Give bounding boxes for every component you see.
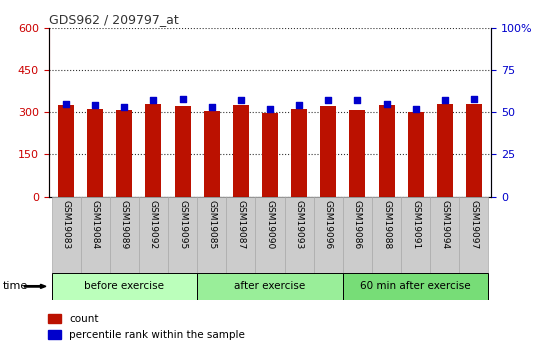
Text: GSM19085: GSM19085 [207, 200, 216, 250]
Point [237, 98, 245, 103]
Bar [174, 106, 191, 197]
Bar [408, 112, 424, 197]
Text: before exercise: before exercise [84, 282, 164, 291]
Text: 60 min after exercise: 60 min after exercise [360, 282, 471, 291]
Bar [437, 104, 453, 197]
Bar [349, 110, 366, 197]
Point [324, 98, 333, 103]
Point [62, 101, 70, 106]
Text: GSM19089: GSM19089 [120, 200, 129, 250]
Bar [51, 273, 197, 300]
Text: GSM19090: GSM19090 [266, 200, 274, 250]
Bar [139, 197, 168, 273]
Text: GSM19091: GSM19091 [411, 200, 420, 250]
Text: GDS962 / 209797_at: GDS962 / 209797_at [49, 13, 178, 27]
Text: GSM19084: GSM19084 [91, 200, 100, 249]
Bar [204, 111, 220, 197]
Point [207, 104, 216, 110]
Point [178, 96, 187, 101]
Bar [460, 197, 489, 273]
Text: GSM19088: GSM19088 [382, 200, 391, 250]
Bar [372, 197, 401, 273]
Text: GSM19096: GSM19096 [324, 200, 333, 250]
Point [149, 98, 158, 103]
Point [411, 106, 420, 111]
Text: GSM19097: GSM19097 [469, 200, 478, 250]
Text: GSM19093: GSM19093 [295, 200, 303, 250]
Point [120, 104, 129, 110]
Bar [197, 197, 226, 273]
Bar [110, 197, 139, 273]
Bar [51, 197, 80, 273]
Text: time: time [3, 282, 28, 291]
Point [266, 106, 274, 111]
Point [353, 98, 362, 103]
Point [470, 96, 478, 101]
Bar [168, 197, 197, 273]
Legend: count, percentile rank within the sample: count, percentile rank within the sample [49, 314, 245, 340]
Bar [58, 105, 74, 197]
Bar [145, 104, 161, 197]
Bar [466, 104, 482, 197]
Bar [87, 109, 103, 197]
Bar [80, 197, 110, 273]
Text: GSM19083: GSM19083 [62, 200, 71, 250]
Bar [343, 197, 372, 273]
Bar [320, 107, 336, 197]
Bar [226, 197, 255, 273]
Point [382, 101, 391, 106]
Text: GSM19087: GSM19087 [237, 200, 245, 250]
Bar [285, 197, 314, 273]
Point [295, 102, 303, 108]
Text: GSM19092: GSM19092 [149, 200, 158, 249]
Bar [197, 273, 343, 300]
Bar [255, 197, 285, 273]
Bar [233, 105, 249, 197]
Bar [116, 110, 132, 197]
Bar [314, 197, 343, 273]
Bar [291, 109, 307, 197]
Bar [379, 105, 395, 197]
Bar [343, 273, 489, 300]
Bar [401, 197, 430, 273]
Bar [262, 113, 278, 197]
Text: after exercise: after exercise [234, 282, 306, 291]
Text: GSM19095: GSM19095 [178, 200, 187, 250]
Point [441, 98, 449, 103]
Text: GSM19086: GSM19086 [353, 200, 362, 250]
Bar [430, 197, 460, 273]
Point [91, 102, 99, 108]
Text: GSM19094: GSM19094 [440, 200, 449, 249]
